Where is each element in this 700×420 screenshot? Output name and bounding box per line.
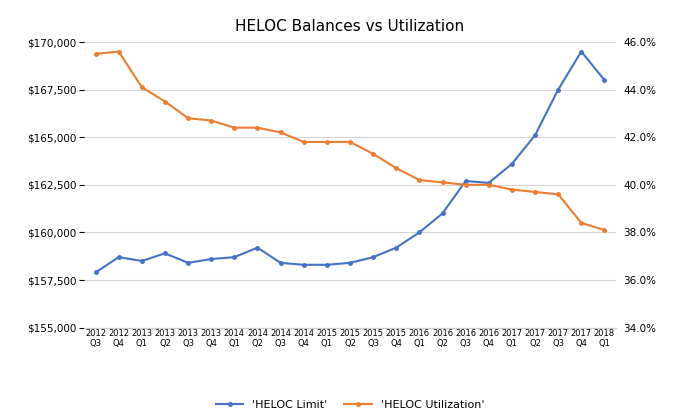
'HELOC Limit' [531,133,539,138]
Title: HELOC Balances vs Utilization: HELOC Balances vs Utilization [235,19,465,34]
Line: 'HELOC Limit': 'HELOC Limit' [94,50,606,274]
'HELOC Utilization' [600,228,608,233]
Legend: 'HELOC Limit', 'HELOC Utilization': 'HELOC Limit', 'HELOC Utilization' [211,396,489,415]
'HELOC Utilization' [184,116,192,121]
'HELOC Utilization' [161,99,169,104]
'HELOC Limit' [115,255,123,260]
'HELOC Limit' [207,257,216,262]
'HELOC Utilization' [230,125,239,130]
'HELOC Limit' [554,87,562,92]
'HELOC Utilization' [438,180,447,185]
'HELOC Limit' [92,270,100,275]
'HELOC Utilization' [138,85,146,90]
'HELOC Utilization' [531,189,539,194]
'HELOC Limit' [230,255,239,260]
'HELOC Utilization' [207,118,216,123]
'HELOC Utilization' [508,187,516,192]
'HELOC Limit' [438,211,447,216]
'HELOC Limit' [184,260,192,265]
'HELOC Utilization' [461,182,470,187]
'HELOC Limit' [577,49,585,54]
'HELOC Utilization' [323,139,331,144]
'HELOC Utilization' [115,49,123,54]
'HELOC Utilization' [392,165,400,171]
'HELOC Limit' [323,262,331,267]
'HELOC Utilization' [300,139,308,144]
Line: 'HELOC Utilization': 'HELOC Utilization' [94,50,606,232]
'HELOC Limit' [508,161,516,166]
'HELOC Utilization' [415,178,424,183]
'HELOC Limit' [600,78,608,83]
'HELOC Limit' [276,260,285,265]
'HELOC Limit' [138,258,146,263]
'HELOC Utilization' [253,125,262,130]
'HELOC Utilization' [92,51,100,56]
'HELOC Limit' [346,260,354,265]
'HELOC Utilization' [369,151,377,156]
'HELOC Utilization' [346,139,354,144]
'HELOC Limit' [392,245,400,250]
'HELOC Limit' [461,178,470,184]
'HELOC Limit' [369,255,377,260]
'HELOC Utilization' [554,192,562,197]
'HELOC Limit' [161,251,169,256]
'HELOC Utilization' [276,130,285,135]
'HELOC Limit' [300,262,308,267]
'HELOC Utilization' [484,182,493,187]
'HELOC Limit' [415,230,424,235]
'HELOC Limit' [253,245,262,250]
'HELOC Utilization' [577,220,585,226]
'HELOC Limit' [484,180,493,185]
